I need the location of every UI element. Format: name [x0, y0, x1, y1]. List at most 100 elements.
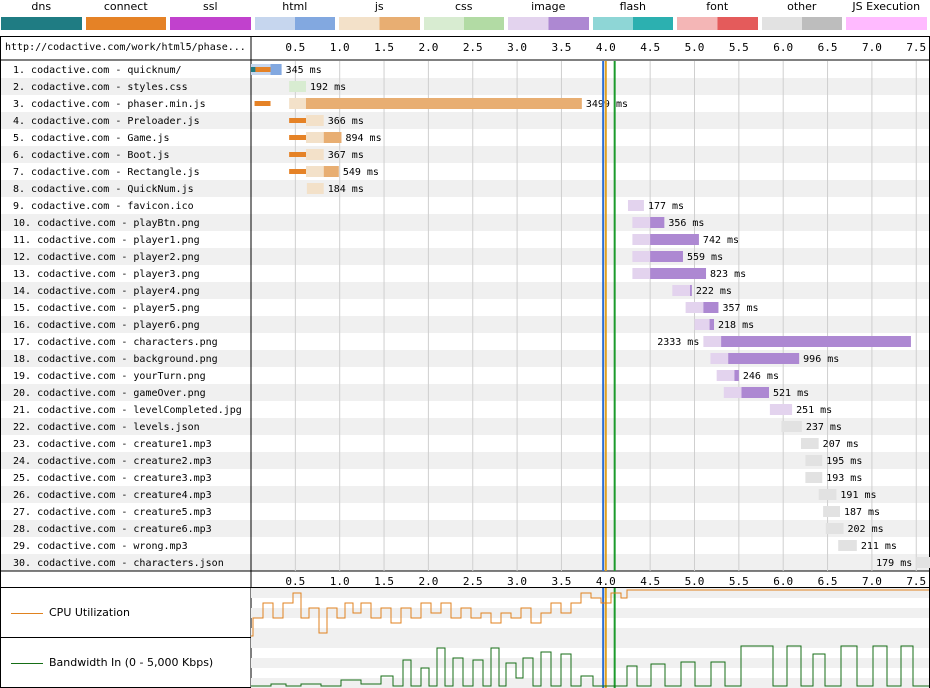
axis-tick-top: 4.5 — [640, 41, 660, 54]
axis-tick-top: 7.0 — [862, 41, 882, 54]
request-time: 177 ms — [648, 201, 684, 212]
bar-download — [650, 217, 665, 228]
request-label: 9. codactive.com - favicon.ico — [13, 201, 194, 212]
cpu-utilization-panel: CPU Utilization — [0, 588, 930, 638]
cpu-label-text: CPU Utilization — [49, 606, 130, 619]
bandwidth-graph — [250, 638, 929, 688]
request-time: 207 ms — [823, 439, 859, 450]
bandwidth-label-text: Bandwidth In (0 - 5,000 Kbps) — [49, 656, 214, 669]
axis-tick-bottom: 0.5 — [285, 575, 305, 588]
request-time: 823 ms — [710, 269, 746, 280]
request-time: 202 ms — [848, 524, 884, 535]
row-stripe — [1, 78, 929, 95]
axis-tick-top: 3.5 — [552, 41, 572, 54]
row-stripe — [1, 248, 929, 265]
legend-item-dns: dns — [1, 0, 82, 36]
bar-request — [632, 234, 651, 245]
bar-request — [289, 98, 306, 109]
axis-tick-bottom: 1.0 — [330, 575, 350, 588]
bar-request — [632, 268, 651, 279]
bandwidth-legend-line — [11, 662, 43, 664]
request-time: 356 ms — [668, 218, 704, 229]
request-label: 29. codactive.com - wrong.mp3 — [13, 541, 188, 552]
legend-swatch — [677, 17, 758, 30]
bar-connect — [289, 169, 306, 174]
request-label: 18. codactive.com - background.png — [13, 354, 218, 365]
cpu-label: CPU Utilization — [11, 606, 130, 619]
request-time: 187 ms — [844, 507, 880, 518]
legend-label: font — [706, 0, 729, 13]
axis-tick-bottom: 5.0 — [685, 575, 705, 588]
row-stripe — [1, 180, 929, 197]
axis-tick-top: 6.0 — [773, 41, 793, 54]
bandwidth-panel: Bandwidth In (0 - 5,000 Kbps) — [0, 638, 930, 688]
request-time: 192 ms — [310, 82, 346, 93]
row-stripe — [1, 520, 929, 537]
bar-request — [672, 285, 691, 296]
legend-swatch — [85, 17, 166, 30]
legend-swatch — [1, 17, 82, 30]
legend-item-html: html — [254, 0, 335, 36]
axis-tick-bottom: 3.0 — [507, 575, 527, 588]
legend-swatch — [761, 17, 842, 30]
bar-request — [305, 132, 324, 143]
axis-tick-bottom: 6.0 — [773, 575, 793, 588]
axis-tick-bottom: 5.5 — [729, 575, 749, 588]
request-time: 357 ms — [722, 303, 758, 314]
row-stripe — [1, 146, 929, 163]
bar-download — [703, 302, 719, 313]
request-label: 16. codactive.com - player6.png — [13, 320, 200, 331]
request-time: 237 ms — [806, 422, 842, 433]
request-time: 996 ms — [803, 354, 839, 365]
axis-tick-top: 2.0 — [418, 41, 438, 54]
request-time: 222 ms — [696, 286, 732, 297]
waterfall-chart: 0.5 0.5 1.0 1.0 1.5 1.5 2.0 2.0 2.5 2.5 3.0 3.0 3.5 3… — [1, 37, 930, 588]
bar-download — [323, 166, 339, 177]
request-time: 184 ms — [328, 184, 364, 195]
legend-swatch — [339, 17, 420, 30]
row-stripe — [1, 112, 929, 129]
bar-connect — [254, 101, 271, 106]
request-time: 218 ms — [718, 320, 754, 331]
bar-download — [305, 98, 582, 109]
bar-download — [728, 353, 800, 364]
request-label: 3. codactive.com - phaser.min.js — [13, 99, 206, 110]
legend-item-js: js — [339, 0, 420, 36]
bar-request — [306, 183, 324, 194]
bar-download — [270, 64, 282, 75]
graph-stripe — [251, 628, 929, 638]
bar-request — [723, 387, 742, 398]
legend-label: ssl — [202, 0, 218, 13]
axis-tick-top: 7.5 — [906, 41, 926, 54]
waterfall-panel: 0.5 0.5 1.0 1.0 1.5 1.5 2.0 2.0 2.5 2.5 3.0 3.0 3.5 3… — [0, 36, 930, 588]
request-time: 195 ms — [826, 456, 862, 467]
axis-tick-bottom: 1.5 — [374, 575, 394, 588]
legend-item-flash: flash — [592, 0, 673, 36]
graph-stripe — [251, 658, 929, 668]
bar-request — [769, 404, 793, 415]
axis-tick-top: 1.5 — [374, 41, 394, 54]
bar-download — [650, 268, 707, 279]
bar-download — [690, 285, 692, 296]
legend-swatch — [254, 17, 335, 30]
request-time: 894 ms — [345, 133, 381, 144]
request-label: 24. codactive.com - creature2.mp3 — [13, 456, 212, 467]
legend-item-connect: connect — [85, 0, 166, 36]
bar-request — [781, 421, 802, 432]
graph-line — [251, 589, 929, 637]
axis-tick-top: 4.0 — [596, 41, 616, 54]
legend-item-font: font — [677, 0, 758, 36]
bar-request — [694, 319, 710, 330]
request-time: 191 ms — [840, 490, 876, 501]
legend-swatch — [170, 17, 251, 30]
axis-tick-bottom: 2.5 — [463, 575, 483, 588]
legend-label: js — [374, 0, 384, 13]
bar-request — [710, 353, 729, 364]
request-label: 2. codactive.com - styles.css — [13, 82, 188, 93]
legend-label: html — [282, 0, 308, 13]
bar-request — [632, 251, 651, 262]
request-time: 251 ms — [796, 405, 832, 416]
request-time: 549 ms — [343, 167, 379, 178]
request-label: 22. codactive.com - levels.json — [13, 422, 200, 433]
